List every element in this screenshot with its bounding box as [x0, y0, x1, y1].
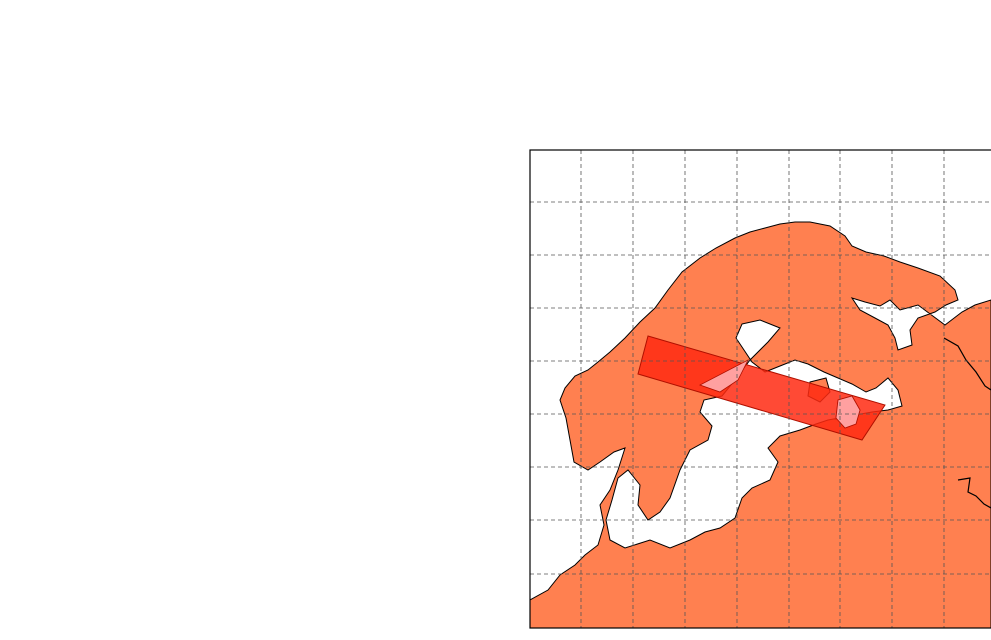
band-water-overlap [698, 359, 749, 393]
landmass [530, 221, 991, 628]
border-fragment [957, 477, 991, 509]
graticule [530, 150, 991, 628]
country-border [943, 337, 991, 391]
highlight-band [637, 335, 886, 441]
band-water-overlap-2 [835, 395, 861, 429]
map-content [530, 150, 991, 628]
map-frame [529, 149, 991, 629]
